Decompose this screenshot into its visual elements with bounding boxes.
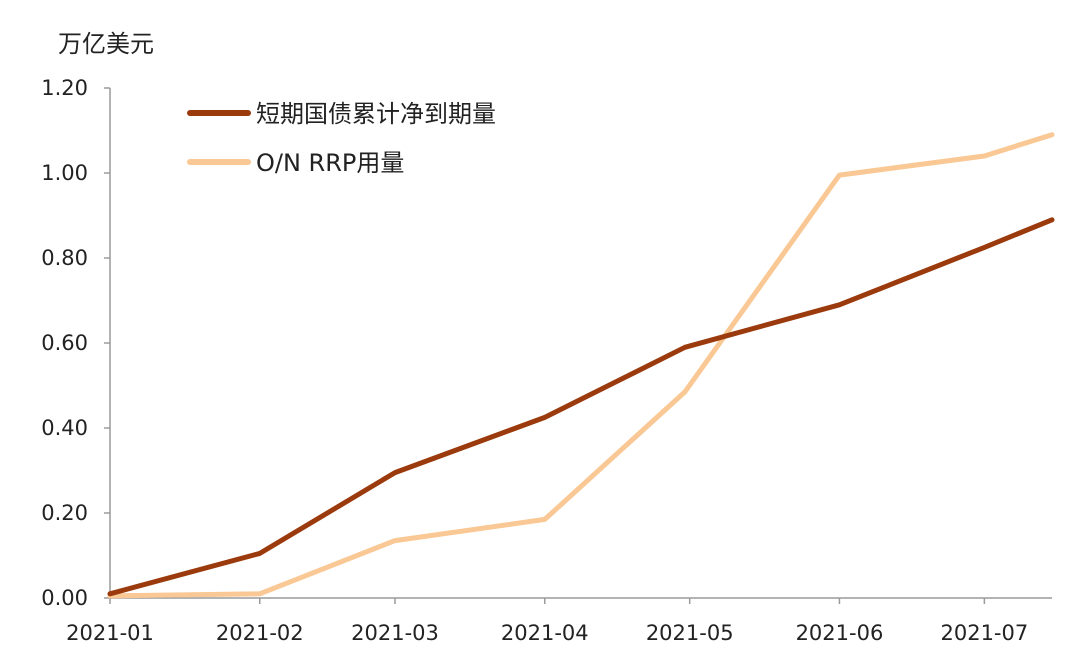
x-tick-label: 2021-03 [351, 621, 439, 645]
y-tick-label: 0.00 [41, 586, 88, 610]
legend: 短期国债累计净到期量 O/N RRP用量 [187, 100, 496, 177]
y-tick-label: 1.20 [41, 76, 88, 100]
x-tick-label: 2021-04 [501, 621, 589, 645]
y-axis-ticks: 0.00 0.20 0.40 0.60 0.80 1.00 1.20 [41, 76, 110, 610]
x-tick-label: 2021-06 [796, 621, 884, 645]
y-axis-unit-label: 万亿美元 [58, 30, 154, 58]
legend-label-on-rrp: O/N RRP用量 [256, 149, 404, 177]
y-tick-label: 0.60 [41, 331, 88, 355]
x-tick-label: 2021-01 [66, 621, 154, 645]
x-tick-label: 2021-07 [940, 621, 1028, 645]
y-tick-label: 1.00 [41, 161, 88, 185]
series-line-short-term-treasury [107, 217, 1055, 597]
x-tick-label: 2021-02 [216, 621, 304, 645]
series-lines [107, 132, 1055, 599]
legend-label-short-term-treasury: 短期国债累计净到期量 [256, 100, 496, 128]
y-tick-label: 0.20 [41, 501, 88, 525]
x-axis-ticks: 2021-01 2021-02 2021-03 2021-04 2021-05 2021-… [66, 598, 1028, 645]
y-tick-label: 0.80 [41, 246, 88, 270]
series-line-on-rrp [107, 132, 1055, 599]
y-tick-label: 0.40 [41, 416, 88, 440]
x-tick-label: 2021-05 [646, 621, 734, 645]
